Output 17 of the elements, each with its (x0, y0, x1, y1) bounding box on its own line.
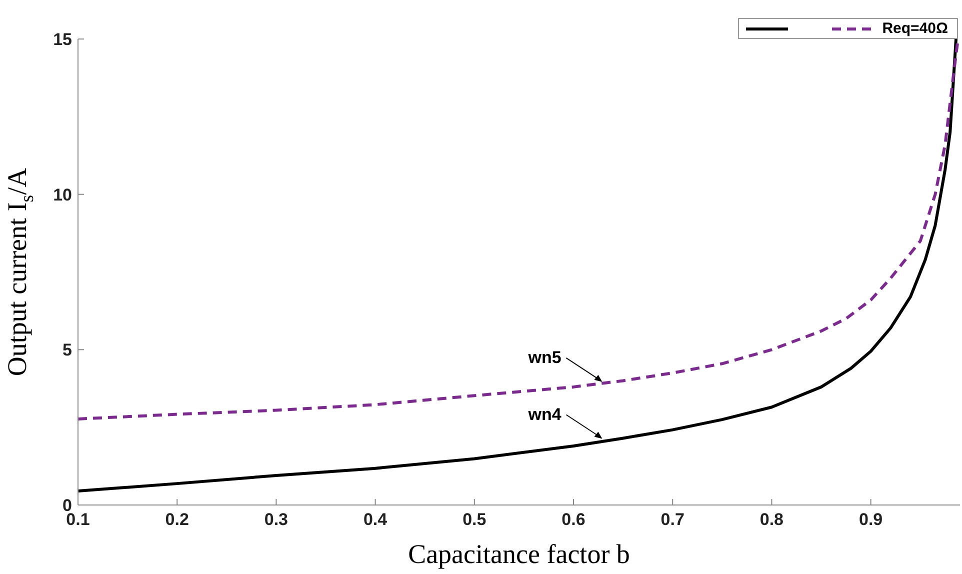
x-tick-label: 0.4 (363, 510, 388, 530)
x-tick-label: 0.1 (66, 510, 90, 530)
x-axis-title: Capacitance factor b (408, 539, 630, 569)
y-tick-label: 15 (53, 30, 72, 50)
y-tick-label: 5 (62, 340, 72, 360)
y-tick-label: 10 (53, 185, 72, 204)
x-tick-label: 0.9 (858, 510, 883, 530)
x-tick-label: 0.5 (462, 510, 486, 530)
x-tick-label: 0.8 (760, 510, 784, 530)
x-tick-label: 0.7 (660, 510, 684, 530)
legend-label: Req=40Ω (882, 20, 948, 37)
annotation: wn5 (527, 348, 562, 367)
annotation: wn4 (527, 404, 562, 424)
x-tick-label: 0.2 (165, 510, 189, 530)
x-tick-label: 0.3 (264, 510, 288, 530)
x-tick-label: 0.6 (562, 510, 586, 530)
line-series (78, 39, 958, 493)
